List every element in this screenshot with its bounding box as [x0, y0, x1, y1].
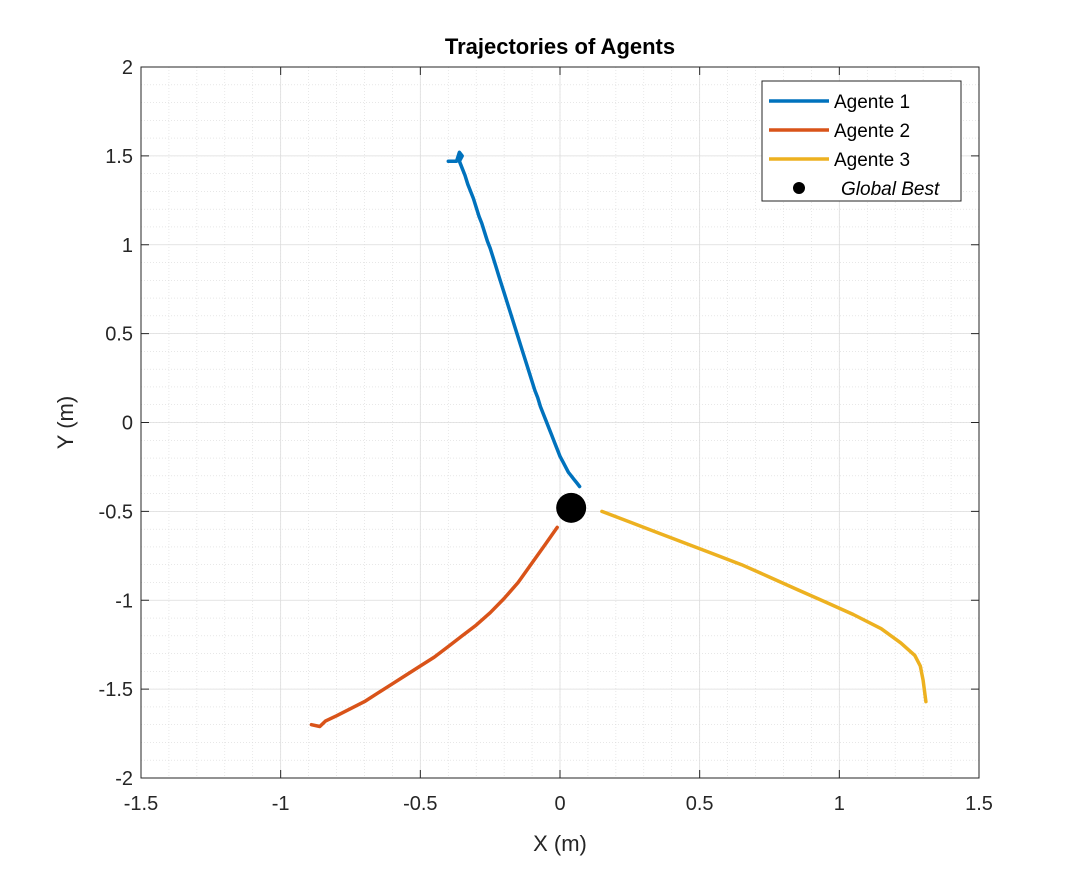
y-tick-label: 2 — [122, 57, 133, 79]
x-tick-label: 0 — [554, 793, 565, 815]
legend-swatch-global-best — [793, 182, 805, 194]
y-tick-label: 1 — [122, 235, 133, 257]
x-tick-label: 1.5 — [965, 793, 993, 815]
legend-label-agente-3: Agente 3 — [834, 150, 910, 171]
x-tick-label: -1 — [272, 793, 290, 815]
y-tick-label: -0.5 — [99, 501, 133, 523]
series-line-agente-2 — [309, 525, 559, 729]
y-tick-label: -2 — [115, 768, 133, 790]
series-layer — [309, 150, 928, 729]
series-line-agente-3 — [600, 509, 928, 704]
axis-ticks — [140, 66, 980, 779]
x-tick-label: -0.5 — [403, 793, 437, 815]
y-axis-label: Y (m) — [53, 396, 78, 449]
y-tick-label: 1.5 — [105, 146, 133, 168]
legend-label-agente-2: Agente 2 — [834, 121, 910, 142]
legend-box — [761, 80, 962, 202]
global-best-marker — [556, 492, 587, 523]
y-tick-label: -1 — [115, 590, 133, 612]
legend-label-global-best: Global Best — [841, 179, 940, 200]
x-tick-label: 1 — [834, 793, 845, 815]
x-axis-label: X (m) — [533, 831, 587, 856]
y-tick-label: 0.5 — [105, 324, 133, 346]
y-tick-labels: -2 -1.5 -1 -0.5 0 0.5 1 1.5 2 — [99, 57, 133, 790]
x-tick-label: -1.5 — [124, 793, 158, 815]
y-tick-label: 0 — [122, 413, 133, 435]
y-tick-label: -1.5 — [99, 679, 133, 701]
x-tick-labels: -1.5 -1 -0.5 0 0.5 1 1.5 — [124, 793, 993, 815]
series-line-agente-1 — [446, 150, 582, 489]
x-tick-label: 0.5 — [686, 793, 714, 815]
chart-title: Trajectories of Agents — [445, 34, 675, 59]
legend: Agente 1 Agente 2 Agente 3 Global Best — [761, 80, 962, 202]
marker-layer — [556, 492, 587, 523]
legend-label-agente-1: Agente 1 — [834, 92, 910, 113]
